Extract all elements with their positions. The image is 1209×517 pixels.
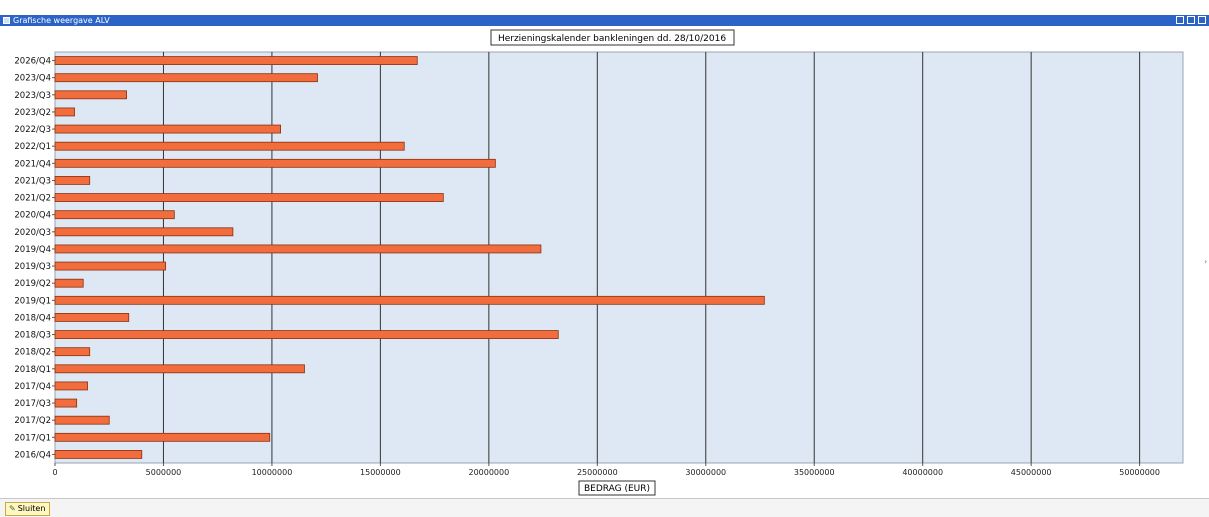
- y-tick-label: 2017/Q4: [14, 382, 51, 392]
- x-tick-label: 10000000: [252, 468, 293, 477]
- bar: [54, 381, 88, 391]
- chart-title-frame: [490, 29, 735, 46]
- x-tick-label: 35000000: [794, 468, 835, 477]
- y-tick-label: 2020/Q3: [14, 228, 51, 238]
- bar: [54, 176, 91, 185]
- chart-title-box: Herzieningskalender bankleningen dd. 28/…: [490, 29, 735, 46]
- y-tick-label: 2019/Q3: [14, 262, 51, 272]
- x-tick-label: 40000000: [902, 468, 943, 477]
- chart-title: Herzieningskalender bankleningen dd. 28/…: [498, 34, 726, 44]
- y-tick-label: 2020/Q4: [14, 211, 51, 221]
- y-tick-label: 2017/Q2: [14, 416, 51, 426]
- y-tick-label: 2018/Q4: [14, 313, 51, 323]
- bar: [54, 244, 542, 254]
- y-tick-label: 2026/Q4: [14, 57, 51, 67]
- bar: [54, 227, 234, 237]
- bar: [54, 193, 444, 202]
- grid-lines: [54, 52, 1141, 466]
- x-tick-label: 50000000: [1119, 468, 1160, 477]
- x-axis-label-frame: [578, 480, 656, 496]
- plot-background: [54, 51, 1184, 464]
- status-bar: ✎ Sluiten: [0, 498, 1209, 517]
- y-tick-label: 2017/Q3: [14, 399, 51, 409]
- bar: [54, 261, 167, 271]
- bar: [54, 432, 271, 442]
- x-tick-label: 15000000: [360, 468, 401, 477]
- bar: [54, 330, 559, 339]
- bar: [54, 313, 130, 322]
- x-tick-label: 5000000: [146, 468, 182, 477]
- close-button[interactable]: ✎ Sluiten: [5, 502, 51, 516]
- close-button-label: Sluiten: [17, 504, 46, 513]
- y-tick-label: 2021/Q4: [14, 159, 51, 169]
- minimize-icon[interactable]: [1176, 16, 1184, 24]
- expand-arrow-icon[interactable]: ›: [1204, 257, 1208, 266]
- bar: [54, 295, 765, 305]
- x-tick-labels: 0 5000000 10000000 15000000 20000000 25000000…: [52, 468, 1160, 477]
- chart-icon: [3, 17, 10, 24]
- x-axis-label: BEDRAG (EUR): [584, 484, 650, 494]
- bar: [54, 210, 175, 220]
- bar: [54, 56, 418, 65]
- bar: [54, 347, 91, 357]
- window-title: Grafische weergave ALV: [13, 16, 110, 25]
- y-tick-label: 2023/Q4: [14, 74, 51, 84]
- y-tick-label: 2018/Q1: [14, 365, 51, 375]
- y-tick-label: 2019/Q1: [14, 296, 51, 306]
- bar: [54, 278, 84, 288]
- bar: [54, 90, 127, 100]
- x-axis-label-box: BEDRAG (EUR): [578, 480, 656, 496]
- maximize-icon[interactable]: [1187, 16, 1195, 24]
- window-titlebar: Grafische weergave ALV: [0, 15, 1209, 26]
- bar: [54, 364, 305, 374]
- bar: [54, 450, 143, 459]
- bar: [54, 141, 405, 151]
- x-tick-label: 20000000: [468, 468, 509, 477]
- x-tick-label: 0: [52, 468, 57, 477]
- bar: [54, 124, 282, 134]
- x-tick-label: 45000000: [1011, 468, 1052, 477]
- x-tick-label: 25000000: [577, 468, 618, 477]
- bars: [54, 56, 765, 459]
- chart-container: 2026/Q4 2023/Q4 2023/Q3 2023/Q2 2022/Q3 2022/…: [0, 26, 1209, 496]
- y-tick-label: 2019/Q2: [14, 279, 51, 289]
- y-tick-label: 2022/Q3: [14, 125, 51, 135]
- y-tick-label: 2022/Q1: [14, 142, 51, 152]
- bar-chart: 2026/Q4 2023/Q4 2023/Q3 2023/Q2 2022/Q3 2022/…: [14, 29, 1184, 496]
- y-tick-label: 2023/Q2: [14, 108, 51, 118]
- y-tick-label: 2016/Q4: [14, 450, 51, 460]
- y-tick-label: 2017/Q1: [14, 433, 51, 443]
- y-tick-label: 2018/Q3: [14, 331, 51, 341]
- close-icon[interactable]: [1198, 16, 1206, 24]
- bar: [54, 415, 110, 425]
- y-tick-labels: 2026/Q4 2023/Q4 2023/Q3 2023/Q2 2022/Q3 2022/…: [14, 57, 55, 460]
- bar: [54, 107, 75, 117]
- y-tick-label: 2023/Q3: [14, 91, 51, 101]
- y-tick-label: 2018/Q2: [14, 348, 51, 358]
- pencil-icon: ✎: [9, 504, 16, 513]
- x-tick-label: 30000000: [685, 468, 726, 477]
- y-tick-label: 2021/Q2: [14, 194, 51, 204]
- bar: [54, 158, 496, 168]
- bar: [54, 398, 78, 408]
- y-tick-label: 2021/Q3: [14, 176, 51, 186]
- bar: [54, 73, 318, 83]
- y-tick-label: 2019/Q4: [14, 245, 51, 255]
